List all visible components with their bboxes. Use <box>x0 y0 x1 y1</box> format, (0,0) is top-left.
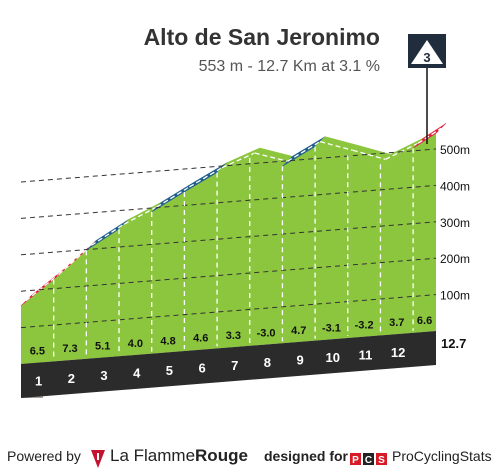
pcs-letter-c: C <box>365 455 372 466</box>
km-label: 3 <box>100 368 107 383</box>
gradient-label: -3.2 <box>355 320 374 332</box>
km-label: 2 <box>68 371 75 386</box>
mountain-icon <box>411 40 443 64</box>
gradient-label: 7.3 <box>62 343 77 355</box>
gradient-label: 4.0 <box>128 338 143 350</box>
y-tick-label: 100m <box>440 289 470 303</box>
elevation-gridline <box>20 221 437 256</box>
km-label: 7 <box>231 358 238 373</box>
slope-centre-line <box>156 186 190 208</box>
gradient-label: 4.6 <box>193 333 208 345</box>
slope-centre-line <box>319 140 353 151</box>
elevation-gridline <box>20 184 437 219</box>
km-label: 9 <box>296 353 303 368</box>
designed-for-text: designed for <box>264 448 349 464</box>
km-label: 10 <box>326 350 340 365</box>
profile-base-layer <box>21 133 436 398</box>
y-tick-label: 300m <box>440 216 470 230</box>
km-label: 12 <box>391 345 405 360</box>
slope-centre-line <box>287 141 321 162</box>
km-label: 11 <box>359 347 373 362</box>
y-tick-label: 200m <box>440 252 470 266</box>
slope-centre-line <box>189 167 223 188</box>
procyclingstats-brand[interactable]: ProCyclingStats <box>392 448 492 464</box>
km-label: 1 <box>35 373 42 388</box>
lfr-prefix: La Flamme <box>110 446 196 465</box>
gradient-label: 4.7 <box>291 325 306 337</box>
gradient-label: -3.0 <box>257 328 276 340</box>
elevation-gridline <box>20 148 437 183</box>
la-flamme-rouge-logo-icon <box>91 450 105 468</box>
km-label: 5 <box>166 363 173 378</box>
slope-centre-line <box>25 273 60 302</box>
slope-centre-line <box>58 244 92 275</box>
profile-road-band <box>21 331 436 398</box>
gradient-label: 6.6 <box>417 315 432 327</box>
slope-centre-line <box>352 149 386 160</box>
gradient-label: 4.8 <box>160 335 175 347</box>
gradient-label: 3.3 <box>226 330 241 342</box>
climb-title: Alto de San Jeronimo <box>143 24 380 50</box>
y-tick-label: 500m <box>440 143 470 157</box>
climb-subtitle: 553 m - 12.7 Km at 3.1 % <box>198 58 380 75</box>
end-distance-label: 12.7 <box>441 336 466 351</box>
gradient-label: 6.5 <box>30 346 45 358</box>
km-label: 8 <box>264 355 271 370</box>
gradient-label: 5.1 <box>95 341 110 353</box>
gradient-label: -3.1 <box>322 322 341 334</box>
pcs-letter-p: P <box>352 455 359 466</box>
lfr-suffix: Rouge <box>195 446 248 465</box>
elevation-gridline <box>20 257 437 292</box>
powered-by-text: Powered by <box>7 448 81 464</box>
gradient-label: 3.7 <box>389 317 404 329</box>
category-badge: 3 <box>408 34 446 144</box>
pcs-logo-icon: P C S <box>350 453 387 466</box>
y-tick-label: 400m <box>440 179 470 193</box>
km-label: 4 <box>133 366 141 381</box>
slope-centre-line <box>123 206 158 225</box>
slope-centre-line <box>91 223 125 246</box>
slope-centre-line <box>417 127 442 144</box>
slope-centre-line <box>254 152 288 162</box>
elevation-gridline <box>20 294 437 329</box>
category-badge-label: 3 <box>423 50 430 65</box>
slope-centre-line <box>221 152 256 169</box>
la-flamme-rouge-brand[interactable]: La FlammeRouge <box>110 446 248 466</box>
profile-grid-layer <box>20 146 437 360</box>
profile-front-face <box>21 133 436 364</box>
km-label: 6 <box>198 360 205 375</box>
pcs-letter-s: S <box>378 455 385 466</box>
